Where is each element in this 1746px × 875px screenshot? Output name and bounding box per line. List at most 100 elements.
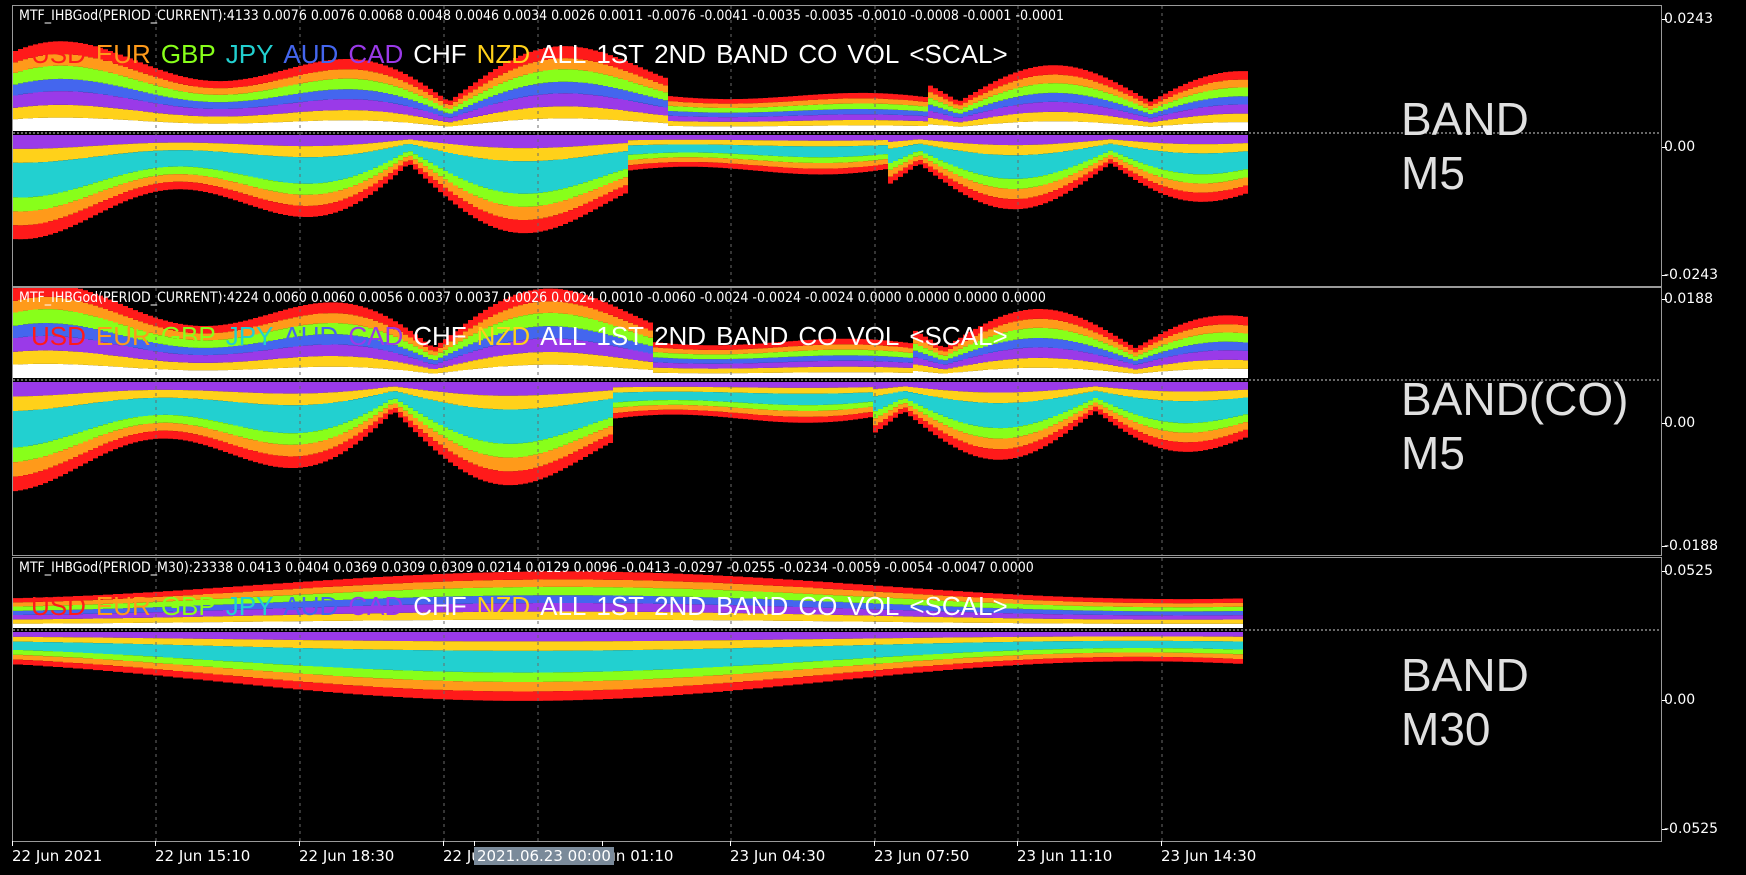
toggle-button-co[interactable]: CO <box>798 321 838 351</box>
band-cad-down <box>13 632 1243 642</box>
toggle-button-cad[interactable]: CAD <box>348 321 404 351</box>
scale-min: -0.0243 <box>1664 267 1719 283</box>
indicator-pane-1[interactable]: MTF_IHBGod(PERIOD_CURRENT):4133 0.0076 0… <box>12 5 1662 287</box>
band-gbp-down <box>13 398 1248 463</box>
toggle-button-chf[interactable]: CHF <box>413 321 467 351</box>
band-eur-down <box>13 402 1248 477</box>
toggle-button-gbp[interactable]: GBP <box>160 591 216 621</box>
time-label: 22 Jun 15:10 <box>155 847 251 865</box>
time-tick <box>299 841 300 846</box>
toggle-button-eur[interactable]: EUR <box>95 39 151 69</box>
toggle-button-chf[interactable]: CHF <box>413 591 467 621</box>
time-tick <box>474 841 475 846</box>
toggle-button-band[interactable]: BAND <box>716 39 789 69</box>
toggle-button-vol[interactable]: VOL <box>847 39 900 69</box>
band-aud-up <box>13 323 1248 365</box>
band-chart-3 <box>13 558 1661 841</box>
currency-button-row: USD EUR GBP JPY AUD CAD CHF NZD ALL 1ST 2ND BAND CO V… <box>31 591 1018 621</box>
toggle-button-1st[interactable]: 1ST <box>596 321 645 351</box>
time-tick <box>874 841 875 846</box>
toggle-button-band[interactable]: BAND <box>716 591 789 621</box>
toggle-button-usd[interactable]: USD <box>31 321 86 351</box>
band-cad-up <box>13 91 1248 123</box>
band-jpy-down <box>13 390 1248 448</box>
mode-tag: BAND <box>1401 93 1529 145</box>
toggle-button-jpy[interactable]: JPY <box>225 321 274 351</box>
toggle-button-aud[interactable]: AUD <box>283 39 339 69</box>
band-usd-down <box>13 656 1243 701</box>
indicator-label: MTF_IHBGod(PERIOD_CURRENT):4133 0.0076 0… <box>19 8 1065 24</box>
toggle-button-jpy[interactable]: JPY <box>225 39 274 69</box>
toggle-button-chf[interactable]: CHF <box>413 39 467 69</box>
time-tick <box>12 841 13 846</box>
toggle-button-scal[interactable]: <SCAL> <box>909 39 1008 69</box>
time-label: 23 Jun 11:10 <box>1017 847 1113 865</box>
band-usd-down <box>13 159 1248 240</box>
toggle-button-all[interactable]: ALL <box>540 591 587 621</box>
band-cad-down <box>13 135 1248 149</box>
indicator-label: MTF_IHBGod(PERIOD_M30):23338 0.0413 0.04… <box>19 560 1034 576</box>
band-aud-up <box>13 595 1243 616</box>
toggle-button-nzd[interactable]: NZD <box>476 321 531 351</box>
crosshair-time-label: 2021.06.23 00:00 <box>474 847 614 865</box>
toggle-button-co[interactable]: CO <box>798 591 838 621</box>
scale-min: -0.0525 <box>1664 821 1719 837</box>
time-tick <box>602 841 603 846</box>
toggle-button-gbp[interactable]: GBP <box>160 321 216 351</box>
time-label: 22 Ju <box>443 847 481 865</box>
toggle-button-co[interactable]: CO <box>798 39 838 69</box>
band-chf-up <box>13 363 1248 378</box>
toggle-button-band[interactable]: BAND <box>716 321 789 351</box>
toggle-button-eur[interactable]: EUR <box>95 321 151 351</box>
toggle-button-aud[interactable]: AUD <box>283 321 339 351</box>
time-tick <box>1017 841 1018 846</box>
toggle-button-jpy[interactable]: JPY <box>225 591 274 621</box>
scale-zero: 0.00 <box>1664 139 1696 155</box>
toggle-button-all[interactable]: ALL <box>540 39 587 69</box>
toggle-button-nzd[interactable]: NZD <box>476 591 531 621</box>
band-gbp-down <box>13 648 1243 683</box>
time-tick <box>730 841 731 846</box>
band-gbp-up <box>13 586 1243 612</box>
band-gbp-up <box>13 309 1248 361</box>
toggle-button-eur[interactable]: EUR <box>95 591 151 621</box>
toggle-button-cad[interactable]: CAD <box>348 591 404 621</box>
time-label: 22 Jun 2021 <box>12 847 103 865</box>
time-label: 22 Jun 18:30 <box>299 847 395 865</box>
band-nzd-up <box>13 104 1248 127</box>
time-label: 23 Jun 07:50 <box>874 847 970 865</box>
toggle-button-2nd[interactable]: 2ND <box>654 591 707 621</box>
toggle-button-scal[interactable]: <SCAL> <box>909 321 1008 351</box>
toggle-button-1st[interactable]: 1ST <box>596 39 645 69</box>
band-eur-up <box>13 296 1248 357</box>
mode-tag: BAND <box>1401 649 1529 701</box>
band-gbp-down <box>13 150 1248 212</box>
toggle-button-1st[interactable]: 1ST <box>596 591 645 621</box>
band-gbp-up <box>13 65 1248 115</box>
price-scale-3: 0.0525 0.00 -0.0525 <box>1662 557 1746 840</box>
toggle-button-usd[interactable]: USD <box>31 39 86 69</box>
band-nzd-down <box>13 139 1248 163</box>
toggle-button-2nd[interactable]: 2ND <box>654 321 707 351</box>
timeframe-tag: M5 <box>1401 147 1465 199</box>
toggle-button-aud[interactable]: AUD <box>283 591 339 621</box>
toggle-button-all[interactable]: ALL <box>540 321 587 351</box>
indicator-label: MTF_IHBGod(PERIOD_CURRENT):4224 0.0060 0… <box>19 290 1046 306</box>
price-scale-2: 0.0188 0.00 -0.0188 <box>1662 287 1746 554</box>
indicator-pane-2[interactable]: MTF_IHBGod(PERIOD_CURRENT):4224 0.0060 0… <box>12 287 1662 556</box>
indicator-pane-3[interactable]: MTF_IHBGod(PERIOD_M30):23338 0.0413 0.04… <box>12 557 1662 842</box>
toggle-button-usd[interactable]: USD <box>31 591 86 621</box>
toggle-button-vol[interactable]: VOL <box>847 321 900 351</box>
toggle-button-vol[interactable]: VOL <box>847 591 900 621</box>
toggle-button-2nd[interactable]: 2ND <box>654 39 707 69</box>
toggle-button-cad[interactable]: CAD <box>348 39 404 69</box>
band-usd-up <box>13 571 1243 604</box>
band-eur-down <box>13 154 1248 226</box>
toggle-button-scal[interactable]: <SCAL> <box>909 591 1008 621</box>
timeframe-tag: M5 <box>1401 427 1465 479</box>
scale-max: 0.0243 <box>1664 11 1713 27</box>
toggle-button-nzd[interactable]: NZD <box>476 39 531 69</box>
toggle-button-gbp[interactable]: GBP <box>160 39 216 69</box>
scale-min: -0.0188 <box>1664 538 1719 554</box>
time-axis: 22 Jun 2021 22 Jun 15:10 22 Jun 18:30 22 Ju… <box>12 841 1660 875</box>
